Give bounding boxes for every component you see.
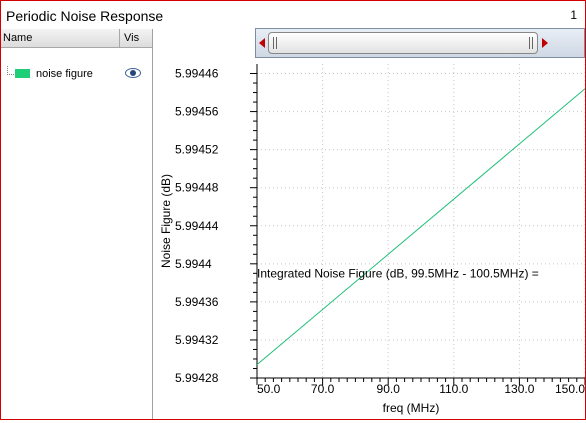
thumb-grip-left-icon[interactable] <box>273 37 277 49</box>
column-header-name[interactable]: Name <box>3 32 33 44</box>
noise-figure-plot[interactable]: 50.0 70.0 90.0 110.0 130.0 150.0 5.99428 5.9943… <box>153 58 586 418</box>
plot-background[interactable] <box>257 64 585 378</box>
y-tick-label: 5.99436 <box>175 295 219 309</box>
integrated-noise-annotation: Integrated Noise Figure (dB, 99.5MHz - 1… <box>257 266 539 280</box>
scroll-left-arrow-icon[interactable] <box>259 38 265 48</box>
title-bar: Periodic Noise Response 1 <box>1 1 585 29</box>
y-tick-label: 5.99452 <box>175 143 219 157</box>
series-line-noise-figure[interactable] <box>256 88 586 366</box>
scrollbar-thumb[interactable] <box>268 32 538 54</box>
y-axis-label: Noise Figure (dB) <box>159 174 173 268</box>
x-tick-label: 150.0 <box>555 382 585 396</box>
trace-panel-header: Name Vis <box>1 29 152 48</box>
y-tick-label: 5.99456 <box>175 105 219 119</box>
x-range-scrollbar[interactable] <box>255 28 585 58</box>
tree-connector <box>7 66 14 75</box>
column-header-vis[interactable]: Vis <box>119 29 154 47</box>
page-number: 1 <box>570 8 577 22</box>
trace-color-swatch <box>15 69 30 78</box>
trace-panel: Name Vis noise figure <box>1 29 153 419</box>
x-tick-label: 90.0 <box>377 382 401 396</box>
plot-area[interactable]: 50.0 70.0 90.0 110.0 130.0 150.0 5.99428 5.9943… <box>153 58 586 418</box>
window-title: Periodic Noise Response <box>6 8 164 24</box>
x-tick-label: 110.0 <box>439 382 468 396</box>
thumb-grip-right-icon[interactable] <box>529 37 533 49</box>
x-tick-label: 130.0 <box>504 382 534 396</box>
y-tick-label: 5.99446 <box>175 67 219 81</box>
x-tick-label: 50.0 <box>257 382 281 396</box>
y-tick-label: 5.99428 <box>175 371 219 385</box>
scroll-right-arrow-icon[interactable] <box>542 38 548 48</box>
eye-icon[interactable] <box>125 68 141 78</box>
y-tick-label: 5.99444 <box>175 219 219 233</box>
y-tick-label: 5.9944 <box>175 257 212 271</box>
y-tick-label: 5.99432 <box>175 333 219 347</box>
trace-item-noise-figure[interactable]: noise figure <box>36 68 93 80</box>
x-tick-label: 70.0 <box>311 382 335 396</box>
y-tick-label: 5.99448 <box>175 181 219 195</box>
x-axis-label: freq (MHz) <box>383 401 440 415</box>
